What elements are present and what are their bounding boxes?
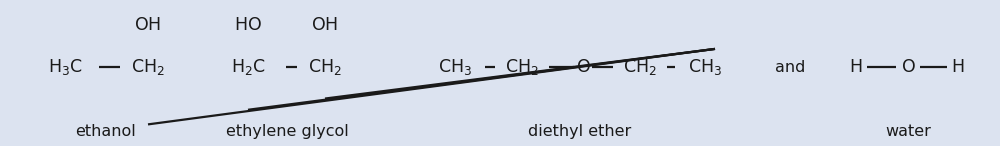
Text: $\mathregular{H_2C}$: $\mathregular{H_2C}$ [231,57,265,77]
Text: $\mathregular{CH_2}$: $\mathregular{CH_2}$ [623,57,657,77]
Text: and: and [775,60,805,75]
Text: $\mathregular{CH_3}$: $\mathregular{CH_3}$ [438,57,472,77]
Text: ethylene glycol: ethylene glycol [226,124,348,139]
Text: $\mathregular{H}$: $\mathregular{H}$ [849,58,863,76]
Text: diethyl ether: diethyl ether [528,124,632,139]
Text: $\mathregular{H}$: $\mathregular{H}$ [951,58,965,76]
Text: $\mathregular{OH}$: $\mathregular{OH}$ [311,16,339,34]
Text: $\mathregular{OH}$: $\mathregular{OH}$ [134,16,162,34]
Text: $\mathregular{CH_2}$: $\mathregular{CH_2}$ [131,57,165,77]
Text: water: water [885,124,931,139]
Text: $\mathregular{HO}$: $\mathregular{HO}$ [234,16,262,34]
Text: $\mathregular{CH_3}$: $\mathregular{CH_3}$ [688,57,722,77]
Text: $\mathregular{CH_2}$: $\mathregular{CH_2}$ [505,57,539,77]
Text: $\mathregular{CH_2}$: $\mathregular{CH_2}$ [308,57,342,77]
Text: $\mathregular{O}$: $\mathregular{O}$ [576,58,590,76]
Text: ethanol: ethanol [75,124,135,139]
Text: $\mathregular{O}$: $\mathregular{O}$ [901,58,915,76]
Text: $\mathregular{H_3C}$: $\mathregular{H_3C}$ [48,57,82,77]
